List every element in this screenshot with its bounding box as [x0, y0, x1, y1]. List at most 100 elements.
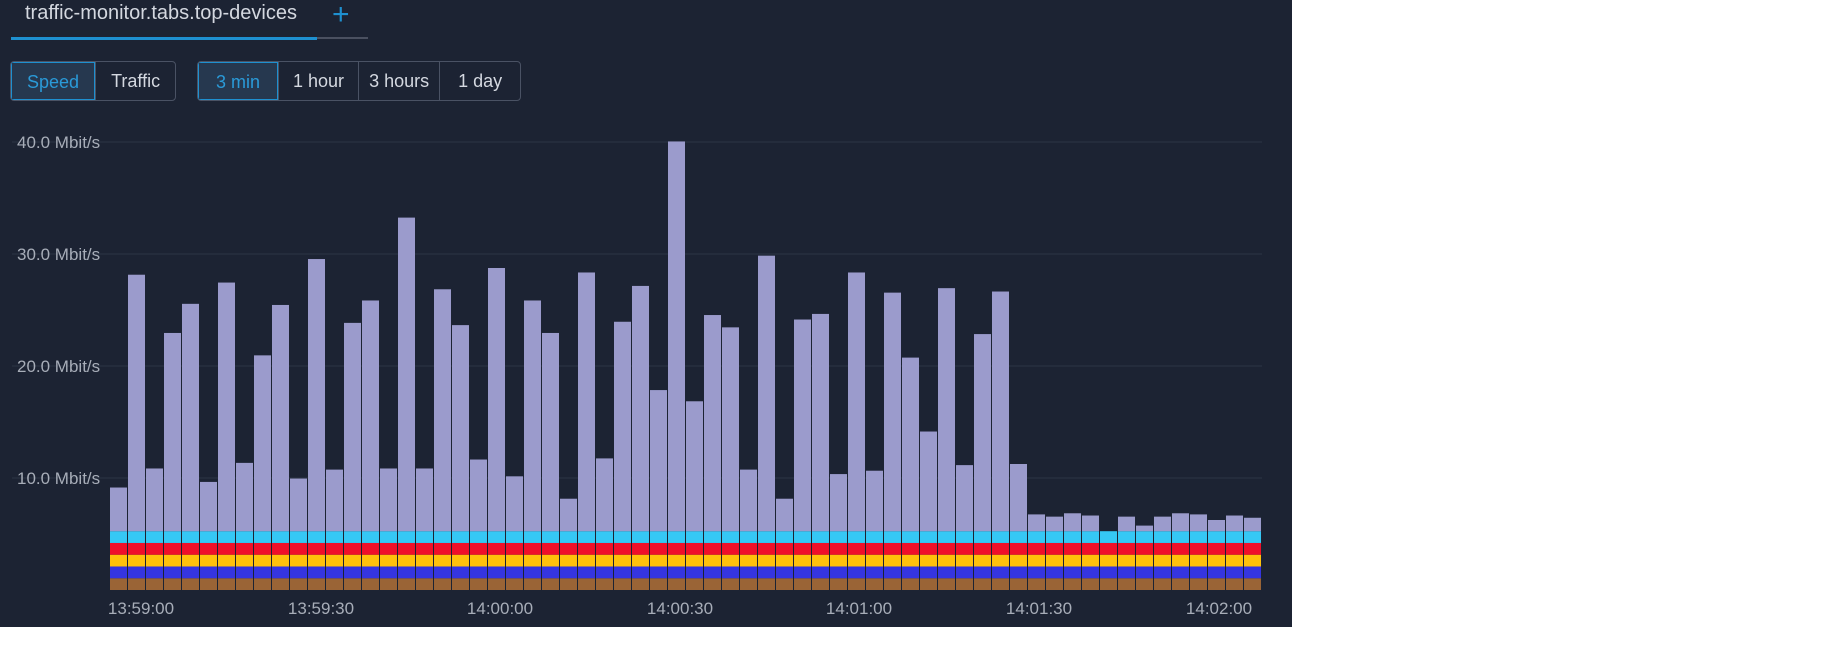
- bar-segment: [992, 554, 1009, 567]
- bar-segment: [110, 487, 127, 532]
- bar-segment: [416, 531, 433, 543]
- bar-segment: [506, 531, 523, 543]
- bar-segment: [758, 566, 775, 579]
- bar-segment: [380, 578, 397, 590]
- bar-segment: [470, 531, 487, 543]
- bar-segment: [416, 554, 433, 567]
- plus-icon[interactable]: +: [332, 0, 350, 31]
- mode-toggle: Speed Traffic: [10, 61, 177, 101]
- bar-segment: [668, 542, 685, 555]
- bar-segment: [812, 566, 829, 579]
- x-tick-label: 14:02:00: [1186, 599, 1252, 618]
- bar-segment: [902, 542, 919, 555]
- bar-segment: [578, 554, 595, 567]
- bar-segment: [1136, 554, 1153, 567]
- range-3min-button[interactable]: 3 min: [198, 62, 279, 100]
- bar-segment: [1118, 531, 1135, 543]
- bar-segment: [362, 554, 379, 567]
- bar-segment: [398, 531, 415, 543]
- bar-segment: [920, 554, 937, 567]
- bar-segment: [452, 578, 469, 590]
- bar-segment: [632, 531, 649, 543]
- bar-segment: [722, 531, 739, 543]
- bar-segment: [686, 566, 703, 579]
- bar-segment: [1226, 566, 1243, 579]
- bar-segment: [668, 566, 685, 579]
- bar-segment: [470, 578, 487, 590]
- bar-segment: [650, 542, 667, 555]
- bar-segment: [524, 566, 541, 579]
- bar-segment: [812, 531, 829, 543]
- bar-segment: [1136, 525, 1153, 532]
- bar-segment: [272, 554, 289, 567]
- bar-segment: [236, 578, 253, 590]
- bar-segment: [362, 542, 379, 555]
- bar-segment: [794, 578, 811, 590]
- speed-button[interactable]: Speed: [11, 62, 96, 100]
- bar-segment: [164, 554, 181, 567]
- bar-segment: [1244, 578, 1261, 590]
- bar-segment: [200, 542, 217, 555]
- bar-segment: [542, 566, 559, 579]
- tab-top-devices[interactable]: traffic-monitor.tabs.top-devices: [25, 2, 297, 24]
- bar-segment: [398, 578, 415, 590]
- bar-segment: [182, 531, 199, 543]
- bar-segment: [524, 542, 541, 555]
- x-tick-label: 13:59:00: [108, 599, 174, 618]
- bar-segment: [560, 531, 577, 543]
- bar-segment: [1046, 578, 1063, 590]
- bar-segment: [866, 470, 883, 532]
- bar-segment: [884, 578, 901, 590]
- bar-segment: [146, 554, 163, 567]
- bar-segment: [830, 554, 847, 567]
- bar-segment: [380, 468, 397, 532]
- bar-segment: [398, 217, 415, 532]
- bar-segment: [1028, 531, 1045, 543]
- bar-segment: [236, 531, 253, 543]
- bar-segment: [1244, 542, 1261, 555]
- bar-segment: [308, 578, 325, 590]
- bar-segment: [1082, 531, 1099, 543]
- bar-segment: [1172, 554, 1189, 567]
- bar-segment: [938, 542, 955, 555]
- bar-segment: [488, 268, 505, 532]
- bar-segment: [164, 531, 181, 543]
- bar-segment: [1154, 578, 1171, 590]
- bar-segment: [686, 554, 703, 567]
- y-tick-label: 20.0 Mbit/s: [17, 357, 100, 376]
- tab-track: [317, 37, 368, 39]
- bar-segment: [434, 542, 451, 555]
- bar-segment: [632, 554, 649, 567]
- bar-segment: [1208, 531, 1225, 543]
- bar-segment: [812, 578, 829, 590]
- traffic-button[interactable]: Traffic: [95, 62, 175, 100]
- range-1day-button[interactable]: 1 day: [439, 62, 520, 100]
- bar-segment: [758, 578, 775, 590]
- bar-segment: [398, 566, 415, 579]
- bar-segment: [1010, 578, 1027, 590]
- bar-segment: [1064, 513, 1081, 532]
- bar-segment: [290, 578, 307, 590]
- bar-segment: [416, 566, 433, 579]
- range-3hours-button[interactable]: 3 hours: [358, 62, 439, 100]
- bar-segment: [236, 554, 253, 567]
- bar-segment: [362, 578, 379, 590]
- bar-segment: [578, 566, 595, 579]
- bar-segment: [254, 542, 271, 555]
- bar-segment: [362, 300, 379, 532]
- range-1hour-button[interactable]: 1 hour: [278, 62, 358, 100]
- bar-segment: [182, 578, 199, 590]
- bar-segment: [1190, 578, 1207, 590]
- bar-segment: [704, 315, 721, 532]
- bar-segment: [236, 462, 253, 532]
- bar-segment: [326, 469, 343, 532]
- bar-segment: [524, 531, 541, 543]
- bar-segment: [146, 542, 163, 555]
- bar-segment: [1154, 566, 1171, 579]
- bar-segment: [902, 554, 919, 567]
- bar-segment: [974, 566, 991, 579]
- bar-segment: [1100, 578, 1117, 590]
- bar-segment: [488, 566, 505, 579]
- bar-segment: [686, 542, 703, 555]
- bar-segment: [290, 478, 307, 532]
